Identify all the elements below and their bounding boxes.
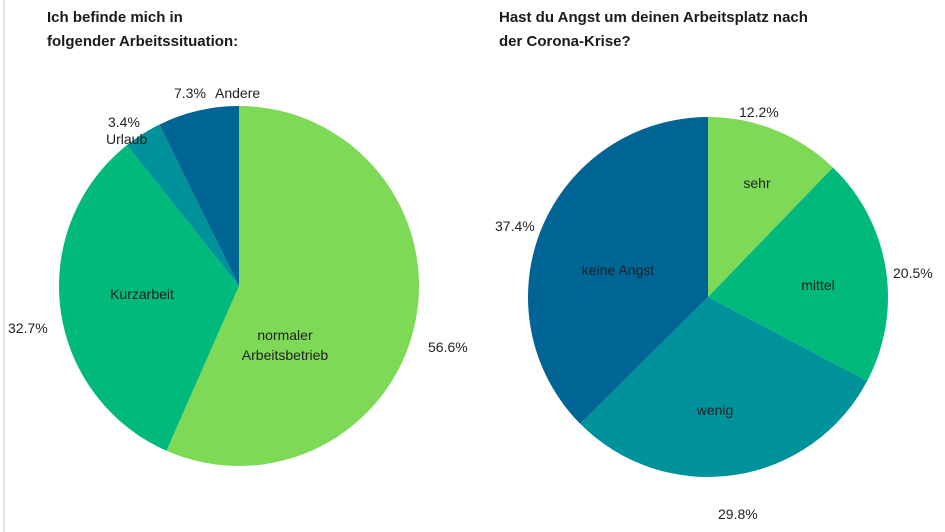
- slice-label-andere: Andere: [215, 85, 260, 101]
- pct-label-urlaub: 3.4%: [108, 114, 140, 130]
- chart-frame: [3, 0, 945, 532]
- chart-2-title-line1: Hast du Angst um deinen Arbeitsplatz nac…: [499, 9, 808, 26]
- slice-label-mittel: mittel: [801, 277, 834, 293]
- pct-label-mittel: 20.5%: [893, 265, 933, 281]
- slice-label-kurzarbeit: Kurzarbeit: [110, 286, 174, 302]
- pct-label-keine-angst: 37.4%: [495, 218, 535, 234]
- slice-label-keine-angst: keine Angst: [582, 262, 654, 278]
- slice-label-sehr: sehr: [743, 175, 771, 191]
- pct-label-normaler: 56.6%: [428, 339, 468, 355]
- pie-slice-normaler-arbeitsbetrieb: [166, 106, 419, 466]
- pct-label-wenig: 29.8%: [718, 506, 758, 522]
- pct-label-sehr: 12.2%: [739, 104, 779, 120]
- pie-chart-1: [58, 106, 419, 466]
- chart-2-title: Hast du Angst um deinen Arbeitsplatz nac…: [499, 6, 808, 54]
- pie-slice-wenig: [580, 297, 868, 478]
- slice-label-normaler: normaler: [257, 327, 313, 343]
- pie-chart-2: [528, 117, 888, 478]
- pie-slice-urlaub: [126, 124, 239, 286]
- chart-2-title-line2: der Corona-Krise?: [499, 33, 631, 50]
- pie-slice-andere: [159, 106, 239, 286]
- chart-1-title-line2: folgender Arbeitssituation:: [47, 33, 239, 50]
- pie-slice-kurzarbeit: [58, 145, 239, 451]
- pie-slice-keine-angst: [528, 117, 708, 424]
- pie-slice-mittel: [708, 167, 888, 382]
- chart-1-title-line1: Ich befinde mich in: [47, 9, 183, 26]
- chart-1-title: Ich befinde mich in folgender Arbeitssit…: [47, 6, 238, 54]
- slice-label-wenig: wenig: [696, 402, 734, 418]
- pct-label-kurzarbeit: 32.7%: [8, 320, 48, 336]
- slice-label-urlaub: Urlaub: [106, 131, 147, 147]
- pie-slice-sehr: [708, 117, 833, 297]
- slice-label-arbeitsbetrieb: Arbeitsbetrieb: [242, 347, 329, 363]
- pct-label-andere: 7.3%: [174, 85, 206, 101]
